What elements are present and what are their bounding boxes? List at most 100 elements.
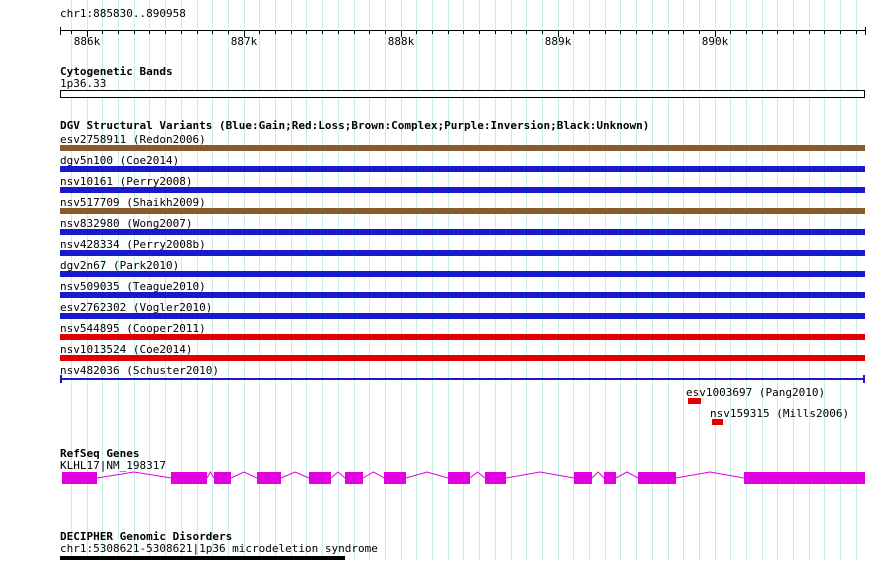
variant-label[interactable]: esv1003697 (Pang2010): [686, 386, 826, 399]
ruler-major-tick: [87, 31, 88, 37]
variant-label[interactable]: nsv832980 (Wong2007): [60, 217, 193, 230]
variant-bar[interactable]: [60, 355, 865, 361]
ruler-minor-tick: [181, 31, 182, 34]
variant-label[interactable]: nsv517709 (Shaikh2009): [60, 196, 206, 209]
grid-line: [573, 0, 574, 561]
variant-bar[interactable]: [712, 419, 723, 425]
variant-bar[interactable]: [60, 271, 865, 277]
variant-bar[interactable]: [60, 250, 865, 256]
variant-bar[interactable]: [60, 229, 865, 235]
ruler-major-tick: [244, 31, 245, 37]
grid-line: [401, 0, 402, 561]
ruler-minor-tick: [134, 31, 135, 34]
variant-bar[interactable]: [60, 145, 865, 151]
variant-label[interactable]: dgv5n100 (Coe2014): [60, 154, 180, 167]
grid-line: [526, 0, 527, 561]
grid-line: [259, 0, 260, 561]
grid-line: [71, 0, 72, 561]
ruler-minor-tick: [385, 31, 386, 34]
variant-bar[interactable]: [60, 208, 865, 214]
ruler-minor-tick: [636, 31, 637, 34]
ruler-minor-tick: [322, 31, 323, 34]
variant-span-line[interactable]: [60, 378, 865, 380]
cytoband-glyph[interactable]: [60, 90, 865, 98]
ruler-minor-tick: [228, 31, 229, 34]
exon-box[interactable]: [448, 472, 470, 484]
grid-line: [369, 0, 370, 561]
ruler-minor-tick: [354, 31, 355, 34]
ruler-minor-tick: [542, 31, 543, 34]
variant-bar[interactable]: [688, 398, 701, 404]
grid-line: [840, 0, 841, 561]
ruler-major-tick: [715, 31, 716, 37]
variant-bar[interactable]: [60, 313, 865, 319]
variant-bar[interactable]: [60, 166, 865, 172]
decipher-region-bar[interactable]: [60, 556, 345, 560]
exon-box[interactable]: [384, 472, 406, 484]
variant-label[interactable]: esv2758911 (Redon2006): [60, 133, 206, 146]
variant-label[interactable]: nsv482036 (Schuster2010): [60, 364, 219, 377]
variant-span-endcap: [60, 375, 62, 383]
grid-line: [165, 0, 166, 561]
ruler-minor-tick: [793, 31, 794, 34]
grid-line: [511, 0, 512, 561]
exon-box[interactable]: [485, 472, 506, 484]
grid-line: [589, 0, 590, 561]
ruler-minor-tick: [699, 31, 700, 34]
grid-line: [212, 0, 213, 561]
ruler-tick-label: 890k: [701, 35, 729, 48]
variant-label[interactable]: nsv544895 (Cooper2011): [60, 322, 206, 335]
ruler-tick-label: 886k: [73, 35, 101, 48]
exon-box[interactable]: [309, 472, 331, 484]
ruler-minor-tick: [149, 31, 150, 34]
grid-line: [291, 0, 292, 561]
ruler-major-tick: [558, 31, 559, 37]
exon-box[interactable]: [604, 472, 616, 484]
ruler-minor-tick: [856, 31, 857, 34]
variant-label[interactable]: nsv159315 (Mills2006): [710, 407, 850, 420]
grid-line: [416, 0, 417, 561]
exon-box[interactable]: [171, 472, 207, 484]
exon-box[interactable]: [574, 472, 592, 484]
exon-box[interactable]: [638, 472, 676, 484]
grid-line: [385, 0, 386, 561]
decipher-track-title: DECIPHER Genomic Disorders: [60, 530, 233, 543]
exon-box[interactable]: [345, 472, 363, 484]
exon-box[interactable]: [744, 472, 865, 484]
ruler-minor-tick: [197, 31, 198, 34]
variant-label[interactable]: nsv509035 (Teague2010): [60, 280, 206, 293]
grid-line: [746, 0, 747, 561]
variant-label[interactable]: dgv2n67 (Park2010): [60, 259, 180, 272]
refseq-gene-label[interactable]: KLHL17|NM_198317: [60, 459, 166, 472]
ruler-minor-tick: [291, 31, 292, 34]
grid-line: [275, 0, 276, 561]
variant-label[interactable]: nsv10161 (Perry2008): [60, 175, 193, 188]
ruler-minor-tick: [369, 31, 370, 34]
exon-box[interactable]: [257, 472, 281, 484]
grid-line: [479, 0, 480, 561]
variant-bar[interactable]: [60, 334, 865, 340]
variant-label[interactable]: esv2762302 (Vogler2010): [60, 301, 213, 314]
exon-box[interactable]: [214, 472, 231, 484]
dgv-track-title: DGV Structural Variants (Blue:Gain;Red:L…: [60, 119, 650, 132]
grid-line: [463, 0, 464, 561]
ruler-tick-label: 889k: [544, 35, 572, 48]
ruler-minor-tick: [448, 31, 449, 34]
ruler-minor-tick: [605, 31, 606, 34]
grid-line: [181, 0, 182, 561]
cytoband-label[interactable]: 1p36.33: [60, 77, 107, 90]
variant-label[interactable]: nsv1013524 (Coe2014): [60, 343, 193, 356]
variant-bar[interactable]: [60, 187, 865, 193]
variant-label[interactable]: nsv428334 (Perry2008b): [60, 238, 206, 251]
ruler-minor-tick: [668, 31, 669, 34]
ruler-minor-tick: [416, 31, 417, 34]
grid-line: [856, 0, 857, 561]
variant-bar[interactable]: [60, 292, 865, 298]
exon-box[interactable]: [62, 472, 97, 484]
ruler-minor-tick: [259, 31, 260, 34]
ruler-minor-tick: [432, 31, 433, 34]
grid-line: [197, 0, 198, 561]
decipher-entry-label[interactable]: chr1:5308621-5308621|1p36 microdeletion …: [60, 542, 378, 555]
refseq-track-title: RefSeq Genes: [60, 447, 140, 460]
ruler-minor-tick: [573, 31, 574, 34]
